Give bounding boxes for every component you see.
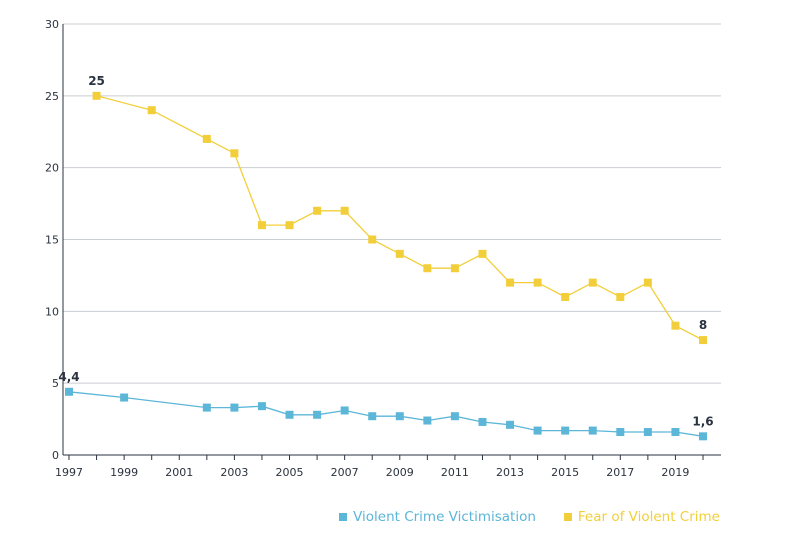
- data-point: [423, 264, 432, 273]
- x-tick-label: 2001: [165, 466, 193, 479]
- data-point: [340, 206, 349, 215]
- data-point: [368, 412, 377, 421]
- x-tick-label: 2015: [551, 466, 579, 479]
- y-tick-label: 25: [45, 90, 59, 103]
- axis-layer: 0 5 10 15 20 25 30 1997 1999 2001 2003 2005 2007 2009…: [45, 18, 721, 479]
- data-point: [230, 403, 239, 412]
- data-point: [450, 412, 459, 421]
- data-point: [92, 91, 101, 100]
- x-tick-label: 1999: [110, 466, 138, 479]
- x-tick-label: 2003: [220, 466, 248, 479]
- annotation-layer: 4,4 1,6 25 8: [58, 74, 713, 428]
- data-label: 4,4: [58, 370, 79, 384]
- x-tick-label: 2017: [606, 466, 634, 479]
- y-tick-label: 0: [52, 449, 59, 462]
- y-tick-label: 15: [45, 234, 59, 247]
- data-point: [202, 403, 211, 412]
- grid-layer: [63, 23, 721, 384]
- legend-item-victimisation: Violent Crime Victimisation: [339, 509, 536, 525]
- data-point: [202, 134, 211, 143]
- y-tick-label: 30: [45, 18, 59, 31]
- data-point: [561, 292, 570, 301]
- series-line-0: [68, 391, 704, 437]
- y-tick-label: 10: [45, 305, 59, 318]
- data-point: [340, 406, 349, 415]
- data-point: [65, 387, 73, 396]
- legend: Violent Crime Victimisation Fear of Viol…: [339, 509, 720, 525]
- data-point: [671, 428, 680, 437]
- data-point: [478, 249, 487, 258]
- legend-swatch-fear: [563, 513, 572, 521]
- y-tick-label: 20: [45, 162, 59, 175]
- data-label: 1,6: [692, 414, 713, 428]
- data-point: [450, 264, 459, 273]
- data-point: [533, 278, 542, 287]
- series-layer: [65, 91, 707, 441]
- data-point: [616, 428, 625, 437]
- data-point: [257, 221, 266, 230]
- data-point: [643, 278, 652, 287]
- data-point: [699, 432, 707, 441]
- x-tick-label: 2007: [331, 466, 359, 479]
- x-tick-label: 2005: [276, 466, 304, 479]
- y-tick-label: 5: [52, 377, 59, 390]
- x-tick-label: 2013: [496, 466, 524, 479]
- data-point: [230, 149, 239, 158]
- data-point: [643, 428, 652, 437]
- data-point: [147, 106, 156, 115]
- data-point: [506, 420, 515, 429]
- data-point: [671, 321, 680, 330]
- data-point: [616, 292, 625, 301]
- legend-label-victimisation: Violent Crime Victimisation: [353, 509, 536, 525]
- data-point: [285, 410, 294, 419]
- data-label: 8: [699, 318, 707, 332]
- data-point: [257, 402, 266, 411]
- legend-swatch-victimisation: [339, 513, 348, 521]
- data-point: [313, 410, 322, 419]
- data-point: [561, 426, 570, 435]
- series-line-1: [96, 95, 704, 341]
- x-tick-label: 2009: [386, 466, 414, 479]
- data-point: [533, 426, 542, 435]
- data-label: 25: [88, 74, 105, 88]
- x-tick-label: 2019: [661, 466, 689, 479]
- legend-label-fear: Fear of Violent Crime: [577, 509, 720, 525]
- data-point: [506, 278, 515, 287]
- data-point: [313, 206, 322, 215]
- legend-item-fear: Fear of Violent Crime: [563, 509, 720, 525]
- data-point: [588, 278, 597, 287]
- data-point: [395, 249, 404, 258]
- data-point: [423, 416, 432, 425]
- x-tick-label: 2011: [441, 466, 469, 479]
- data-point: [120, 393, 129, 402]
- x-tick-label: 1997: [55, 466, 83, 479]
- data-point: [478, 417, 487, 426]
- data-point: [588, 426, 597, 435]
- data-point: [368, 235, 377, 244]
- data-point: [285, 221, 294, 230]
- data-point: [395, 412, 404, 421]
- data-point: [699, 336, 707, 345]
